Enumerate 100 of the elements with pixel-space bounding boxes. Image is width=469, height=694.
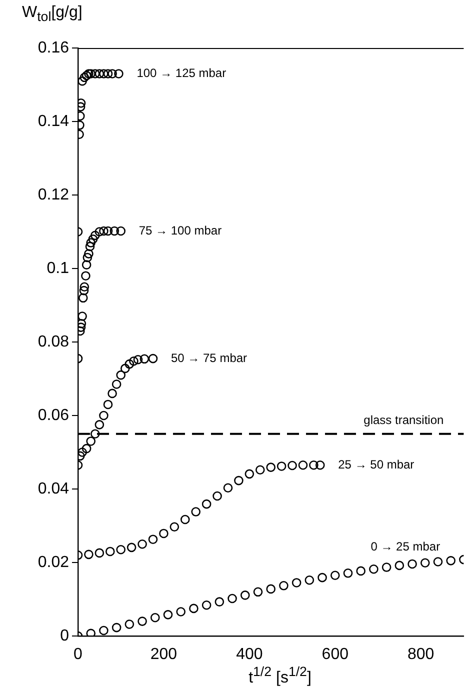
y-tick-label: 0.12: [38, 186, 70, 204]
x-tick-label: 400: [236, 646, 263, 664]
point: [244, 469, 254, 479]
point: [292, 578, 302, 588]
point: [94, 227, 104, 236]
point: [223, 483, 233, 493]
point: [202, 499, 212, 509]
point: [446, 556, 456, 566]
y-axis-title: W$_{tol}$[g/g]: [22, 4, 82, 24]
x-tick-label: 0: [74, 646, 83, 664]
point: [309, 460, 318, 470]
point: [129, 356, 138, 366]
point: [315, 460, 325, 470]
point: [212, 491, 222, 501]
point: [330, 570, 340, 580]
y-tick-label: 0.06: [38, 406, 70, 424]
point: [116, 370, 126, 380]
y-tick-label: 0.1: [46, 260, 70, 277]
point: [356, 566, 366, 576]
annotation: 50 → 75 mbar: [170, 350, 248, 365]
annotation: 0 → 25 mbar: [370, 539, 440, 554]
point: [138, 616, 147, 626]
x-axis-title: t$^{1/2}$ [s$^{1/2}$]: [248, 664, 312, 688]
point: [116, 226, 126, 236]
point: [253, 587, 263, 597]
point: [124, 359, 134, 369]
point: [78, 98, 86, 108]
point: [176, 607, 186, 616]
point: [84, 550, 94, 560]
point: [90, 429, 100, 439]
point: [108, 69, 117, 78]
point: [279, 581, 288, 590]
point: [240, 590, 250, 600]
point: [382, 562, 392, 572]
point: [86, 69, 96, 78]
point: [148, 354, 158, 364]
point: [99, 226, 108, 236]
point: [124, 620, 134, 629]
point: [78, 293, 88, 303]
point: [114, 69, 124, 78]
point: [94, 420, 104, 430]
point: [90, 69, 100, 78]
point: [103, 226, 113, 236]
point: [99, 69, 108, 78]
point: [133, 354, 143, 364]
point: [202, 600, 212, 610]
point: [140, 354, 150, 364]
point: [99, 626, 108, 636]
point: [433, 557, 443, 566]
point: [234, 476, 244, 486]
point: [94, 69, 104, 78]
point: [408, 559, 417, 569]
point: [78, 312, 87, 321]
point: [420, 558, 430, 568]
point: [228, 594, 237, 604]
point: [148, 534, 158, 544]
point: [394, 560, 404, 570]
point: [81, 271, 90, 280]
point: [82, 260, 92, 270]
point: [78, 448, 87, 457]
point: [150, 612, 160, 622]
point: [85, 242, 95, 252]
point: [189, 604, 198, 614]
point: [266, 462, 276, 472]
point: [79, 286, 89, 296]
point: [78, 318, 86, 328]
point: [170, 522, 180, 532]
point: [266, 584, 276, 594]
point: [105, 546, 115, 556]
point: [120, 364, 130, 374]
point: [318, 572, 327, 582]
y-tick-label: 0.16: [38, 39, 70, 56]
point: [84, 249, 94, 258]
x-tick-label: 800: [407, 646, 434, 664]
y-tick-label: 0.04: [38, 480, 70, 498]
point: [298, 460, 308, 470]
point: [86, 238, 96, 248]
point: [180, 514, 190, 524]
point: [86, 436, 96, 446]
point: [255, 465, 265, 475]
point: [110, 226, 120, 236]
point: [112, 380, 122, 389]
x-tick-label: 200: [150, 646, 178, 664]
point: [103, 69, 113, 78]
point: [304, 575, 314, 585]
point: [369, 564, 378, 574]
point: [88, 234, 98, 244]
y-tick-label: 0.08: [38, 333, 70, 350]
ref-line-label: glass transition: [364, 413, 444, 428]
point: [78, 76, 87, 86]
point: [82, 252, 92, 262]
point: [84, 69, 94, 78]
point: [214, 597, 224, 606]
point: [112, 622, 122, 632]
x-tick-label: 600: [322, 646, 349, 664]
point: [138, 539, 147, 549]
point: [126, 542, 136, 552]
annotation: 75 → 100 mbar: [138, 223, 222, 238]
point: [90, 230, 100, 240]
annotation: 100 → 125 mbar: [136, 66, 226, 80]
